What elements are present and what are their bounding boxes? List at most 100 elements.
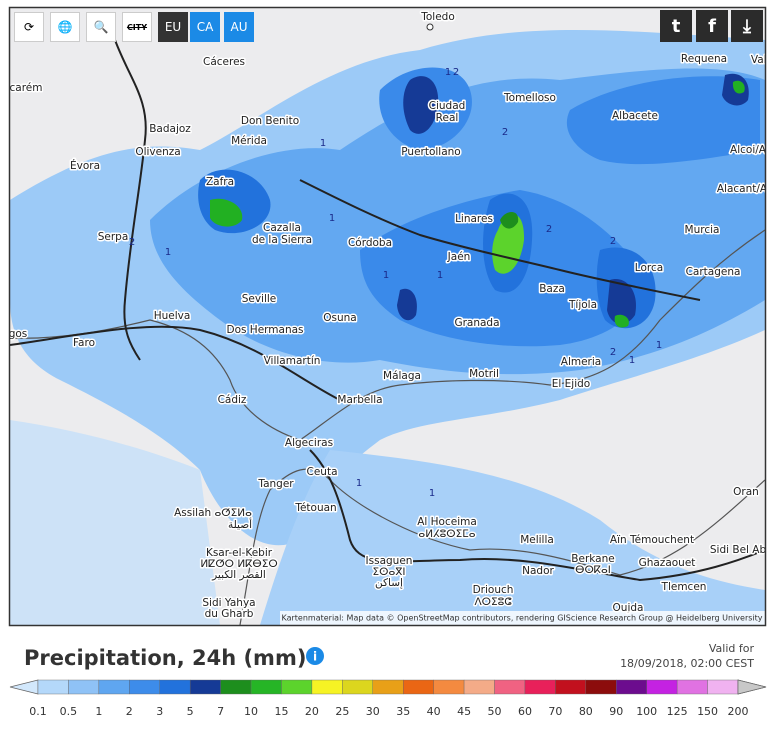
- city-label: ⴱⵔⴽⴰⵏ: [575, 564, 611, 576]
- city-label: Córdoba: [348, 237, 392, 249]
- city-label: Jaén: [447, 251, 471, 263]
- city-label: Badajoz: [149, 123, 191, 135]
- legend-label: 5: [187, 705, 194, 718]
- legend-label: 30: [366, 705, 380, 718]
- city-label: Cádiz: [218, 394, 247, 406]
- legend-swatch: [250, 679, 282, 695]
- legend-label: 40: [427, 705, 441, 718]
- labels: Toledo Cáceres Requena Vale carém Don Be…: [9, 10, 773, 622]
- legend-swatch: [220, 679, 252, 695]
- city-label: Vale: [751, 54, 773, 66]
- city-label: gos: [9, 328, 28, 340]
- city-label: Real: [436, 112, 459, 124]
- city-button[interactable]: CITY: [122, 12, 152, 42]
- legend-label: 100: [636, 705, 657, 718]
- contour-label: 1: [629, 355, 635, 366]
- contour-label: 2: [502, 127, 508, 138]
- legend-swatch: [494, 679, 526, 695]
- city-label: Cáceres: [203, 56, 245, 68]
- attribution: Kartenmaterial: Map data © OpenStreetMap…: [281, 614, 762, 623]
- city-dot: [426, 23, 434, 31]
- city-label: إساكن: [375, 577, 403, 589]
- city-label: Baza: [539, 283, 565, 295]
- legend-swatch: [403, 679, 434, 695]
- city-label: Oran: [733, 486, 759, 498]
- city-label: Puertollano: [401, 146, 460, 158]
- city-label: Tíjola: [568, 299, 597, 311]
- city-label: Driouch: [473, 584, 514, 596]
- contour-label: 1: [165, 247, 171, 258]
- city-label: Berkane: [571, 553, 614, 565]
- contour-label: 2: [610, 347, 616, 358]
- legend-swatch: [433, 679, 465, 695]
- legend-swatch: [189, 679, 221, 695]
- legend-swatch: [372, 679, 404, 695]
- city-label: El Ejido: [552, 378, 590, 390]
- city-label: Tanger: [257, 478, 294, 490]
- contour-label: 2: [129, 237, 135, 248]
- legend-swatch: [646, 679, 678, 695]
- city-label: Motril: [469, 368, 499, 380]
- legend-swatch: [281, 679, 313, 695]
- roads: [10, 39, 765, 582]
- city-label: Al Hoceima: [417, 516, 477, 528]
- city-label: Seville: [242, 293, 277, 305]
- legend-swatch: [159, 679, 191, 695]
- legend-swatch: [616, 679, 647, 695]
- city-label: Assilah ⴰⵚⵉⵍⴰ: [174, 507, 252, 519]
- legend-label: 20: [305, 705, 319, 718]
- map-frame: [8, 6, 767, 627]
- city-label: Osuna: [323, 312, 356, 324]
- legend-label: 50: [488, 705, 502, 718]
- legend: 0.1 0.5 1 2 3 5 7 10 15 20 25 30 35 40 45 50 60 70 80 90 100…: [29, 679, 767, 718]
- legend-swatch: [707, 679, 739, 695]
- legend-label: 70: [548, 705, 562, 718]
- city-label: Huelva: [154, 310, 191, 322]
- facebook-button[interactable]: f: [696, 10, 728, 42]
- legend-arrow-right: [737, 679, 767, 695]
- city-label: du Gharb: [205, 608, 254, 620]
- precip: [10, 30, 765, 625]
- au-button[interactable]: AU: [224, 12, 254, 42]
- city-label: Linares: [455, 213, 493, 225]
- city-label: Requena: [681, 53, 727, 65]
- eu-button[interactable]: EU: [158, 12, 188, 42]
- city-label: Toledo: [420, 11, 455, 23]
- globe-button[interactable]: 🌐: [50, 12, 80, 42]
- legend-swatch: [342, 679, 373, 695]
- legend-label: 25: [335, 705, 349, 718]
- city-label: Melilla: [520, 534, 554, 546]
- legend-swatch: [463, 679, 495, 695]
- city-label: Nador: [522, 565, 554, 577]
- city-label: Serpa: [98, 231, 129, 243]
- valid-date: 18/09/2018, 02:00 CEST: [620, 657, 754, 670]
- refresh-button[interactable]: ⟳: [14, 12, 44, 42]
- download-button[interactable]: ⤓: [731, 10, 763, 42]
- city-label: Algeciras: [285, 437, 333, 449]
- city-label: Alcoi/A: [730, 144, 767, 156]
- contour-label: 2: [546, 224, 552, 235]
- city-label: de la Sierra: [252, 234, 312, 246]
- contour-label: 1: [437, 270, 443, 281]
- city-label: Málaga: [383, 370, 421, 382]
- legend-label: 60: [518, 705, 532, 718]
- info-icon-i: i: [313, 650, 317, 664]
- legend-label: 125: [667, 705, 688, 718]
- city-label: Sidi Bel Ab: [710, 544, 767, 556]
- twitter-button[interactable]: t: [660, 10, 692, 42]
- city-label: القصر الكبير: [211, 569, 266, 581]
- city-label: أصيلة: [228, 517, 252, 531]
- city-label: carém: [10, 82, 43, 94]
- legend-label: 200: [728, 705, 749, 718]
- city-label: Sidi Yahya: [202, 597, 255, 609]
- legend-label: 2: [126, 705, 133, 718]
- info-icon[interactable]: [306, 647, 324, 665]
- zoom-button[interactable]: 🔍: [86, 12, 116, 42]
- city-label: Almeria: [561, 356, 601, 368]
- city-label: Tomelloso: [503, 92, 556, 104]
- ca-button[interactable]: CA: [190, 12, 220, 42]
- contour-label: 1: [383, 270, 389, 281]
- city-label: Faro: [73, 337, 95, 349]
- legend-label: 15: [274, 705, 288, 718]
